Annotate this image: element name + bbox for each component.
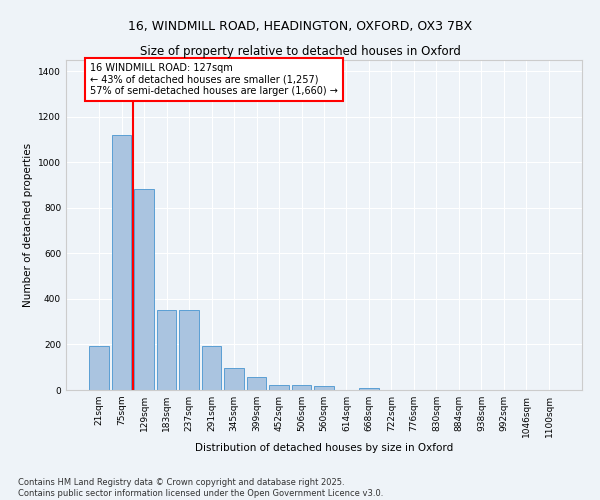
- Bar: [314, 386, 334, 390]
- Bar: [292, 385, 311, 390]
- Bar: [157, 310, 176, 390]
- Text: Size of property relative to detached houses in Oxford: Size of property relative to detached ho…: [140, 45, 460, 58]
- Bar: [359, 388, 379, 390]
- Bar: [179, 310, 199, 390]
- Bar: [89, 346, 109, 390]
- Bar: [247, 377, 266, 390]
- Bar: [224, 368, 244, 390]
- Bar: [134, 188, 154, 390]
- Text: 16, WINDMILL ROAD, HEADINGTON, OXFORD, OX3 7BX: 16, WINDMILL ROAD, HEADINGTON, OXFORD, O…: [128, 20, 472, 33]
- Y-axis label: Number of detached properties: Number of detached properties: [23, 143, 32, 307]
- X-axis label: Distribution of detached houses by size in Oxford: Distribution of detached houses by size …: [195, 442, 453, 452]
- Bar: [202, 346, 221, 390]
- Text: Contains HM Land Registry data © Crown copyright and database right 2025.
Contai: Contains HM Land Registry data © Crown c…: [18, 478, 383, 498]
- Bar: [112, 135, 131, 390]
- Bar: [269, 385, 289, 390]
- Text: 16 WINDMILL ROAD: 127sqm
← 43% of detached houses are smaller (1,257)
57% of sem: 16 WINDMILL ROAD: 127sqm ← 43% of detach…: [90, 64, 338, 96]
